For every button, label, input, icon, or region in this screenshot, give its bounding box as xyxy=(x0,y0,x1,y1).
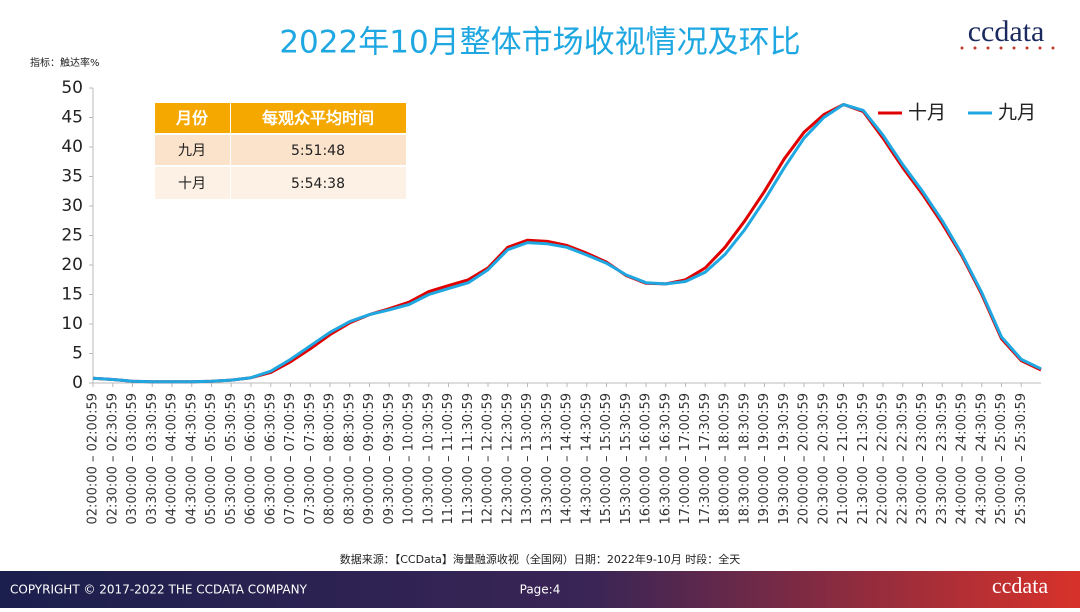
table-cell xyxy=(231,167,406,199)
table-cell-text: 5:54:38 xyxy=(291,176,345,192)
line-series xyxy=(92,103,1042,384)
x-tick-label: 04:00:00 – 04:00:59 xyxy=(165,393,180,525)
table-cell-text: 九月 xyxy=(178,143,206,159)
footer-logo: ccdata xyxy=(992,573,1048,598)
x-tick-label: 09:00:00 – 09:00:59 xyxy=(362,393,377,525)
x-tick-label: 13:30:00 – 13:30:59 xyxy=(540,393,555,525)
x-tick-label: 23:30:00 – 23:30:59 xyxy=(935,393,950,525)
x-tick-label: 02:00:00 – 02:00:59 xyxy=(86,393,101,525)
table-header: 每观众平均时间 xyxy=(262,109,374,128)
table: 月份 每观众平均时间 九月 5:51:48 十月 5:54:38 xyxy=(155,103,406,199)
y-tick-label: 50 xyxy=(61,78,83,98)
x-tick-label: 03:30:00 – 03:30:59 xyxy=(145,393,160,525)
x-tick-label: 18:30:00 – 18:30:59 xyxy=(737,393,752,525)
footer-page: Page:4 xyxy=(520,583,561,597)
x-tick-label: 08:30:00 – 08:30:59 xyxy=(342,393,357,525)
source-note: 数据来源：【CCData】海量融源收视（全国网）日期：2022年9-10月 时段… xyxy=(340,552,741,566)
x-tick-label: 19:30:00 – 19:30:59 xyxy=(777,393,792,525)
x-tick-label: 13:00:00 – 13:00:59 xyxy=(520,393,535,525)
x-tick-label: 21:00:00 – 21:00:59 xyxy=(836,393,851,525)
x-tick-label: 16:00:00 – 16:00:59 xyxy=(639,393,654,525)
x-tick-label: 19:00:00 – 19:00:59 xyxy=(757,393,772,525)
y-tick-label: 35 xyxy=(61,167,83,187)
x-tick-label: 05:30:00 – 05:30:59 xyxy=(224,393,239,525)
table-header-cell xyxy=(231,103,406,133)
table-header-cell xyxy=(155,103,230,133)
y-tick-label: 45 xyxy=(61,108,83,128)
x-tick-label: 12:00:00 – 12:00:59 xyxy=(481,393,496,525)
footer-copyright: COPYRIGHT © 2017-2022 THE CCDATA COMPANY xyxy=(10,583,308,597)
y-axis-label: 指标：触达率% xyxy=(30,56,100,69)
x-tick-label: 24:00:00 – 24:00:59 xyxy=(955,393,970,525)
x-tick-label: 07:30:00 – 07:30:59 xyxy=(303,393,318,525)
x-tick-label: 15:00:00 – 15:00:59 xyxy=(599,393,614,525)
x-tick-label: 04:30:00 – 04:30:59 xyxy=(184,393,199,525)
footer-bar xyxy=(0,571,1080,608)
table-cell-text: 十月 xyxy=(178,176,206,192)
x-tick-label: 03:00:00 – 03:00:59 xyxy=(125,393,140,525)
table-cell xyxy=(155,135,230,165)
y-tick-label: 5 xyxy=(72,344,83,364)
y-tick-label: 30 xyxy=(61,196,83,216)
x-tick-label: 17:00:00 – 17:00:59 xyxy=(678,393,693,525)
x-tick-label: 07:00:00 – 07:00:59 xyxy=(283,393,298,525)
x-tick-label: 06:30:00 – 06:30:59 xyxy=(263,393,278,525)
x-tick-label: 20:30:00 – 20:30:59 xyxy=(816,393,831,525)
logo-dots xyxy=(960,46,1055,50)
x-tick-label: 11:30:00 – 11:30:59 xyxy=(461,393,476,525)
logo: ccdata xyxy=(968,15,1045,48)
table-cell xyxy=(155,167,230,199)
x-tick-label: 25:30:00 – 25:30:59 xyxy=(1014,393,1029,525)
chart-title: 2022年10月整体市场收视情况及环比 xyxy=(279,25,800,61)
legend-label: 九月 xyxy=(998,102,1036,124)
x-tick-label: 22:30:00 – 22:30:59 xyxy=(895,393,910,525)
x-tick-label: 10:00:00 – 10:00:59 xyxy=(402,393,417,525)
x-tick-label: 14:30:00 – 14:30:59 xyxy=(579,393,594,525)
x-tick-label: 10:30:00 – 10:30:59 xyxy=(421,393,436,525)
x-tick-label: 25:00:00 – 25:00:59 xyxy=(994,393,1009,525)
table-header: 月份 xyxy=(175,109,209,128)
x-tick-label: 11:00:00 – 11:00:59 xyxy=(441,393,456,525)
x-tick-label: 16:30:00 – 16:30:59 xyxy=(658,393,673,525)
x-tick-label: 17:30:00 – 17:30:59 xyxy=(698,393,713,525)
table-cell xyxy=(231,135,406,165)
x-tick-label: 24:30:00 – 24:30:59 xyxy=(974,393,989,525)
x-tick-label: 15:30:00 – 15:30:59 xyxy=(619,393,634,525)
y-tick-label: 25 xyxy=(61,226,83,246)
x-tick-label: 14:00:00 – 14:00:59 xyxy=(560,393,575,525)
x-tick-label: 06:00:00 – 06:00:59 xyxy=(244,393,259,525)
x-tick-label: 02:30:00 – 02:30:59 xyxy=(105,393,120,525)
x-tick-label: 23:00:00 – 23:00:59 xyxy=(915,393,930,525)
table-cell-text: 5:51:48 xyxy=(291,143,345,159)
y-tick-label: 10 xyxy=(61,314,83,334)
x-tick-label: 09:30:00 – 09:30:59 xyxy=(382,393,397,525)
y-tick-label: 15 xyxy=(61,285,83,305)
x-tick-label: 05:00:00 – 05:00:59 xyxy=(204,393,219,525)
x-tick-label: 20:00:00 – 20:00:59 xyxy=(797,393,812,525)
y-tick-label: 0 xyxy=(72,373,83,393)
x-tick-label: 08:00:00 – 08:00:59 xyxy=(323,393,338,525)
legend-label: 十月 xyxy=(908,102,946,124)
x-tick-label: 18:00:00 – 18:00:59 xyxy=(718,393,733,525)
x-tick-label: 22:00:00 – 22:00:59 xyxy=(876,393,891,525)
y-tick-label: 20 xyxy=(61,255,83,275)
x-tick-label: 21:30:00 – 21:30:59 xyxy=(856,393,871,525)
x-tick-label: 12:30:00 – 12:30:59 xyxy=(500,393,515,525)
y-tick-label: 40 xyxy=(61,137,83,157)
